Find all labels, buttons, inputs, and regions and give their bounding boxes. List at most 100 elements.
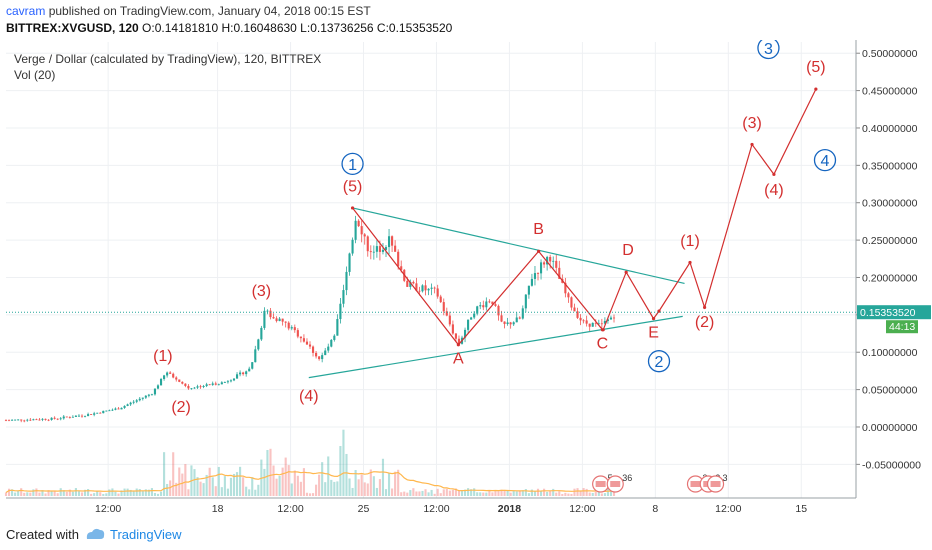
volume-bar <box>239 466 242 496</box>
volume-bars <box>4 429 616 496</box>
x-tick-label: 8 <box>652 503 658 515</box>
candle-body <box>418 290 421 292</box>
candle-body <box>245 371 248 375</box>
candle-body <box>214 383 217 385</box>
volume-bar <box>35 488 38 496</box>
volume-bar <box>451 489 454 496</box>
volume-bar <box>476 492 479 496</box>
volume-bar <box>345 453 348 496</box>
candle-body <box>181 381 184 384</box>
candle-body <box>166 372 169 376</box>
wave-point <box>657 309 661 313</box>
author-link[interactable]: cavram <box>6 4 46 18</box>
volume-bar <box>90 493 93 496</box>
volume-bar <box>102 493 105 496</box>
volume-bar <box>442 489 445 496</box>
volume-bar <box>278 475 281 496</box>
candle-body <box>14 419 17 421</box>
wave-degree-label: 4 <box>821 153 830 170</box>
candle-body <box>324 350 327 356</box>
volume-bar <box>311 493 315 496</box>
candle-body <box>147 394 150 396</box>
candle-body <box>111 409 114 411</box>
volume-bar <box>582 488 585 496</box>
wave-label: B <box>533 221 544 238</box>
candle-body <box>476 306 479 314</box>
candle-body <box>354 220 357 240</box>
candle-body <box>126 404 129 406</box>
event-markers[interactable]: 536323 <box>592 473 728 493</box>
volume-bar <box>272 465 275 496</box>
volume-bar <box>93 493 96 496</box>
volume-bar <box>527 493 530 496</box>
candle-body <box>178 379 181 382</box>
wave-degree-label: 1 <box>348 157 357 174</box>
event-count: 3 <box>723 473 728 483</box>
volume-bar <box>436 488 439 496</box>
candle-body <box>217 384 220 386</box>
volume-bar <box>561 493 564 496</box>
volume-bar <box>363 482 366 496</box>
wave-label: (1) <box>153 348 173 365</box>
candle-body <box>342 290 345 304</box>
volume-ma-line <box>5 471 615 494</box>
candle-body <box>163 375 166 379</box>
volume-bar <box>369 469 372 496</box>
wave-point <box>750 142 754 147</box>
volume-bar <box>445 488 448 496</box>
candle-body <box>421 285 424 292</box>
volume-bar <box>235 472 239 496</box>
volume-bar <box>597 489 600 496</box>
wave-label: (5) <box>343 179 363 196</box>
candle-body <box>582 320 585 322</box>
candle-body <box>220 382 223 385</box>
volume-bar <box>83 489 87 496</box>
volume-bar <box>132 491 135 496</box>
candle-body <box>606 319 609 321</box>
volume-bar <box>290 483 293 496</box>
candle-body <box>436 288 439 297</box>
volume-bar <box>80 492 84 496</box>
x-tick-label: 12:00 <box>715 503 741 515</box>
volume-bar <box>333 481 336 496</box>
x-tick-label: 15 <box>795 503 807 515</box>
candle-body <box>293 327 296 331</box>
y-tick-label: 0.40000000 <box>862 123 918 135</box>
candle-body <box>4 420 8 422</box>
candle-body <box>175 377 178 380</box>
candle-body <box>254 349 257 363</box>
candle-body <box>169 372 172 374</box>
candle-body <box>211 383 214 385</box>
volume-ma <box>5 471 615 494</box>
volume-bar <box>539 491 543 496</box>
candle-body <box>497 305 500 316</box>
volume-bar <box>403 491 406 496</box>
volume-bar <box>111 488 114 496</box>
candle-body <box>23 420 26 422</box>
candle-body <box>351 239 354 254</box>
candle-body <box>205 384 208 387</box>
volume-bar <box>266 450 269 496</box>
candle-body <box>108 410 111 412</box>
volume-bar <box>7 488 11 496</box>
volume-bar <box>424 489 427 496</box>
volume-bar <box>415 491 418 496</box>
candle-body <box>32 419 35 421</box>
price-chart[interactable]: (1)(2)(3)(4)(5)ABCDE(1)(2)(3)(4)(5)1234 … <box>0 40 932 520</box>
candle-body <box>503 321 506 325</box>
candle-body <box>56 418 59 420</box>
candle-body <box>153 388 157 395</box>
volume-bar <box>600 493 603 496</box>
volume-bar <box>366 483 369 496</box>
candle-body <box>266 310 269 312</box>
candle-body <box>305 341 309 345</box>
candle-body <box>494 304 497 306</box>
volume-bar <box>585 488 588 496</box>
tradingview-brand[interactable]: TradingView <box>110 527 182 542</box>
candle-body <box>26 419 29 421</box>
candle-body <box>612 317 616 319</box>
candle-body <box>363 234 366 237</box>
grid <box>6 42 856 498</box>
wave-degree-circle <box>757 40 780 60</box>
volume-bar <box>47 490 50 496</box>
